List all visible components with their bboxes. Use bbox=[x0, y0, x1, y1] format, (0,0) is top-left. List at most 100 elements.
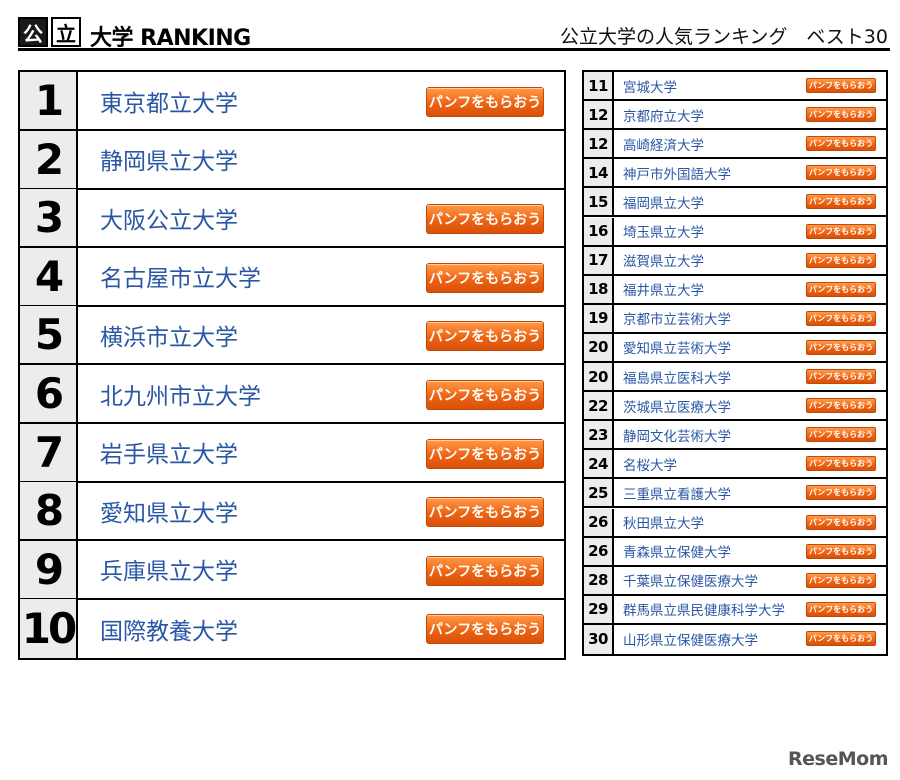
university-link[interactable]: 横浜市立大学 bbox=[100, 324, 238, 351]
rank-number: 17 bbox=[584, 246, 614, 274]
get-pamphlet-button[interactable]: パンフをもらおう bbox=[806, 165, 876, 181]
ranking-row: 9 兵庫県立大学 パンフをもらおう bbox=[20, 540, 564, 600]
get-pamphlet-button[interactable]: パンフをもらおう bbox=[426, 614, 544, 645]
rank-number: 3 bbox=[20, 189, 78, 247]
rank-number: 19 bbox=[584, 304, 614, 332]
get-pamphlet-button[interactable]: パンフをもらおう bbox=[806, 630, 876, 646]
university-link[interactable]: 名桜大学 bbox=[623, 457, 677, 474]
get-pamphlet-button[interactable]: パンフをもらおう bbox=[806, 601, 876, 617]
ranking-row: 26 青森県立保健大学 パンフをもらおう bbox=[584, 537, 886, 567]
ranking-row: 20 福島県立医科大学 パンフをもらおう bbox=[584, 363, 886, 393]
university-link[interactable]: 静岡文化芸術大学 bbox=[623, 428, 731, 445]
university-link[interactable]: 北九州市立大学 bbox=[100, 383, 261, 410]
rank-number: 7 bbox=[20, 423, 78, 481]
get-pamphlet-button[interactable]: パンフをもらおう bbox=[806, 572, 876, 588]
get-pamphlet-button[interactable]: パンフをもらおう bbox=[806, 194, 876, 210]
rank-number: 14 bbox=[584, 159, 614, 187]
get-pamphlet-button[interactable]: パンフをもらおう bbox=[426, 555, 544, 586]
rank-number: 5 bbox=[20, 306, 78, 364]
university-link[interactable]: 埼玉県立大学 bbox=[623, 225, 704, 242]
get-pamphlet-button[interactable]: パンフをもらおう bbox=[426, 87, 544, 117]
university-link[interactable]: 群馬県立県民健康科学大学 bbox=[623, 603, 785, 620]
get-pamphlet-button[interactable]: パンフをもらおう bbox=[806, 369, 876, 384]
university-link[interactable]: 福井県立大学 bbox=[623, 283, 704, 300]
ranking-row: 11 宮城大学 パンフをもらおう bbox=[584, 72, 886, 102]
get-pamphlet-button[interactable]: パンフをもらおう bbox=[426, 438, 544, 469]
university-link[interactable]: 茨城県立医療大学 bbox=[623, 399, 731, 416]
rank-number: 23 bbox=[584, 421, 614, 449]
university-link[interactable]: 福岡県立大学 bbox=[623, 195, 704, 212]
university-link[interactable]: 愛知県立大学 bbox=[100, 500, 238, 527]
ranking-row: 22 茨城県立医療大学 パンフをもらおう bbox=[584, 392, 886, 422]
rank-number: 11 bbox=[584, 72, 614, 100]
university-link[interactable]: 兵庫県立大学 bbox=[100, 559, 238, 586]
get-pamphlet-button[interactable]: パンフをもらおう bbox=[426, 380, 544, 410]
top10-table: 1 東京都立大学 パンフをもらおう 2 静岡県立大学 3 大阪公立大学 パンフをもらおう 4 名古… bbox=[18, 70, 566, 660]
page-header: 公 立 大学 RANKING 公立大学の人気ランキング ベスト30 bbox=[18, 14, 890, 51]
ranking-row: 25 三重県立看護大学 パンフをもらおう bbox=[584, 479, 886, 509]
university-link[interactable]: 山形県立保健医療大学 bbox=[623, 633, 758, 650]
university-link[interactable]: 国際教養大学 bbox=[100, 618, 238, 645]
resemom-logo: ReseMom bbox=[788, 748, 888, 770]
rank-number: 16 bbox=[584, 217, 614, 245]
university-link[interactable]: 岩手県立大学 bbox=[100, 442, 238, 469]
logo-box-ko: 公 bbox=[18, 17, 48, 47]
get-pamphlet-button[interactable]: パンフをもらおう bbox=[806, 398, 876, 414]
ranking-row: 16 埼玉県立大学 パンフをもらおう bbox=[584, 217, 886, 247]
university-link[interactable]: 静岡県立大学 bbox=[100, 149, 238, 176]
get-pamphlet-button[interactable]: パンフをもらおう bbox=[806, 514, 876, 530]
get-pamphlet-button[interactable]: パンフをもらおう bbox=[806, 136, 876, 152]
ranking-row: 3 大阪公立大学 パンフをもらおう bbox=[20, 189, 564, 249]
university-link[interactable]: 秋田県立大学 bbox=[623, 516, 704, 533]
ranking-row: 20 愛知県立芸術大学 パンフをもらおう bbox=[584, 333, 886, 363]
get-pamphlet-button[interactable]: パンフをもらおう bbox=[806, 543, 876, 559]
get-pamphlet-button[interactable]: パンフをもらおう bbox=[426, 262, 544, 293]
get-pamphlet-button[interactable]: パンフをもらおう bbox=[806, 281, 876, 297]
rank-number: 24 bbox=[584, 450, 614, 478]
get-pamphlet-button[interactable]: パンフをもらおう bbox=[806, 252, 876, 268]
university-link[interactable]: 東京都立大学 bbox=[100, 90, 238, 117]
university-link[interactable]: 京都市立芸術大学 bbox=[623, 312, 731, 329]
university-link[interactable]: 滋賀県立大学 bbox=[623, 254, 704, 271]
get-pamphlet-button[interactable]: パンフをもらおう bbox=[806, 78, 876, 93]
rank-number: 12 bbox=[584, 101, 614, 129]
ranking-row: 12 高崎経済大学 パンフをもらおう bbox=[584, 130, 886, 160]
get-pamphlet-button[interactable]: パンフをもらおう bbox=[806, 310, 876, 326]
rank-number: 12 bbox=[584, 130, 614, 158]
get-pamphlet-button[interactable]: パンフをもらおう bbox=[806, 107, 876, 123]
ranking-row: 2 静岡県立大学 bbox=[20, 130, 564, 190]
ranking-row: 26 秋田県立大学 パンフをもらおう bbox=[584, 508, 886, 538]
ranking-row: 14 神戸市外国語大学 パンフをもらおう bbox=[584, 159, 886, 189]
get-pamphlet-button[interactable]: パンフをもらおう bbox=[806, 485, 876, 501]
university-link[interactable]: 愛知県立芸術大学 bbox=[623, 341, 731, 358]
university-link[interactable]: 宮城大学 bbox=[623, 79, 677, 96]
get-pamphlet-button[interactable]: パンフをもらおう bbox=[806, 427, 876, 443]
university-link[interactable]: 神戸市外国語大学 bbox=[623, 166, 731, 183]
get-pamphlet-button[interactable]: パンフをもらおう bbox=[426, 321, 544, 352]
university-link[interactable]: 名古屋市立大学 bbox=[100, 266, 261, 293]
ranking-row: 5 横浜市立大学 パンフをもらおう bbox=[20, 306, 564, 366]
get-pamphlet-button[interactable]: パンフをもらおう bbox=[426, 204, 544, 235]
rank-number: 28 bbox=[584, 566, 614, 594]
university-link[interactable]: 京都府立大学 bbox=[623, 108, 704, 125]
ranking-row: 28 千葉県立保健医療大学 パンフをもらおう bbox=[584, 566, 886, 596]
rank-number: 2 bbox=[20, 130, 78, 188]
rank-number: 9 bbox=[20, 540, 78, 598]
rank-number: 25 bbox=[584, 479, 614, 507]
university-link[interactable]: 千葉県立保健医療大学 bbox=[623, 574, 758, 591]
rank-number: 30 bbox=[584, 624, 614, 654]
get-pamphlet-button[interactable]: パンフをもらおう bbox=[426, 497, 544, 528]
get-pamphlet-button[interactable]: パンフをもらおう bbox=[806, 456, 876, 472]
university-link[interactable]: 三重県立看護大学 bbox=[623, 486, 731, 503]
university-link[interactable]: 高崎経済大学 bbox=[623, 137, 704, 154]
ranking-logo-text: 大学 RANKING bbox=[90, 26, 251, 51]
university-link[interactable]: 福島県立医科大学 bbox=[623, 370, 731, 387]
get-pamphlet-button[interactable]: パンフをもらおう bbox=[806, 223, 876, 239]
university-link[interactable]: 青森県立保健大学 bbox=[623, 545, 731, 562]
ranking-row: 10 国際教養大学 パンフをもらおう bbox=[20, 599, 564, 659]
ranking-row: 18 福井県立大学 パンフをもらおう bbox=[584, 275, 886, 305]
get-pamphlet-button[interactable]: パンフをもらおう bbox=[806, 339, 876, 355]
university-link[interactable]: 大阪公立大学 bbox=[100, 207, 238, 234]
rank-number: 20 bbox=[584, 333, 614, 361]
rank-number: 26 bbox=[584, 508, 614, 536]
